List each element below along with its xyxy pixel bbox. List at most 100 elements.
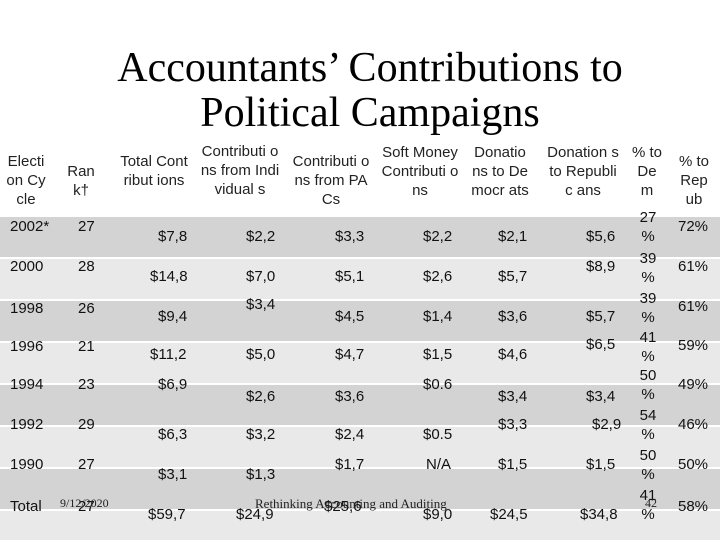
cell-individual: $7,0 [246,268,276,285]
table-row [0,301,720,341]
table-row [0,427,720,467]
cell-soft-money: $9,0 [423,506,453,523]
cell-pacs: $2,4 [335,426,365,443]
cell-total: $9,4 [158,308,188,325]
header-rank: Ran k† [67,163,95,199]
cell-democrats: $3,3 [498,416,528,433]
cell-total: $14,8 [150,268,188,285]
cell-rank: 27 [78,218,95,235]
cell-individual: $1,3 [246,466,276,483]
cell-individual: $24,9 [236,506,274,523]
footer-date: 9/12/2020 [60,496,109,510]
table-row [0,385,720,425]
cell-cycle: 2002* [10,218,50,235]
cell-total: $6,9 [158,376,188,393]
cell-rank: 27 [78,456,95,473]
cell-soft-money: $2,2 [423,228,453,245]
header-donations-republicans: Donation s to Republic ans [547,144,619,199]
cell-pct-rep: 50% [678,456,709,473]
contributions-table: Electi on Cycle Ran k† Total Contribut i… [0,140,720,540]
cell-individual: $3,4 [246,296,276,313]
cell-pct-dem: 50 % [639,367,657,403]
cell-democrats: $1,5 [498,456,528,473]
cell-democrats: $2,1 [498,228,528,245]
cell-cycle: 1994 [10,376,44,393]
cell-individual: $2,6 [246,388,276,405]
cell-pct-dem: 54 % [639,407,657,443]
cell-democrats: $24,5 [490,506,528,523]
table-row [0,259,720,299]
cell-individual: $2,2 [246,228,276,245]
cell-republicans: $8,9 [586,258,616,275]
cell-pacs: $4,5 [335,308,365,325]
cell-total: $59,7 [148,506,186,523]
header-total-contributions: Total Contribut ions [120,153,188,189]
header-soft-money: Soft Money Contributi ons [381,144,459,199]
cell-total: $6,3 [158,426,188,443]
cell-pct-rep: 46% [678,416,709,433]
cell-pacs: $4,7 [335,346,365,363]
cell-total: $3,1 [158,466,188,483]
cell-rank: 23 [78,376,95,393]
cell-rank: 29 [78,416,95,433]
cell-pct-dem: 27 % [639,209,657,245]
cell-pct-rep: 72% [678,218,709,235]
cell-democrats: $4,6 [498,346,528,363]
cell-republicans: $34,8 [580,506,618,523]
cell-pct-rep: 61% [678,258,709,275]
cell-soft-money: $0.5 [423,426,453,443]
cell-rank: 27 [78,498,95,515]
cell-soft-money: $0.6 [423,376,453,393]
cell-total: $11,2 [150,346,187,363]
cell-pacs: $25,6 [324,498,362,515]
cell-pct-rep: 61% [678,298,709,315]
header-pct-dem: % to De m [632,144,662,199]
cell-rank: 28 [78,258,95,275]
cell-pacs: $1,7 [335,456,365,473]
cell-cycle: 1992 [10,416,44,433]
cell-cycle: 2000 [10,258,44,275]
cell-cycle: Total [10,498,42,515]
cell-individual: $5,0 [246,346,276,363]
cell-democrats: $3,6 [498,308,528,325]
cell-pct-rep: 58% [678,498,709,515]
cell-cycle: 1996 [10,338,44,355]
footer-title: Rethinking Accounting and Auditing [255,496,447,511]
cell-pct-dem: 41 % [639,329,657,365]
table-row [0,511,720,540]
cell-democrats: $5,7 [498,268,528,285]
cell-soft-money: $1,5 [423,346,453,363]
cell-republicans: $1,5 [586,456,616,473]
header-pct-rep: % to Rep ub [678,153,709,208]
cell-pct-dem: 41 % [639,487,657,523]
cell-individual: $3,2 [246,426,276,443]
cell-rank: 21 [78,338,95,355]
cell-pct-dem: 39 % [639,250,657,286]
cell-pct-dem: 39 % [639,290,657,326]
page-number: 42 [645,496,657,510]
cell-soft-money: $1,4 [423,308,453,325]
header-pac-contributions: Contributi ons from PACs [292,153,370,208]
cell-pacs: $3,3 [335,228,365,245]
cell-cycle: 1990 [10,456,44,473]
cell-total: $7,8 [158,228,188,245]
table-row [0,217,720,257]
cell-republicans: $5,6 [586,228,616,245]
header-individual-contributions: Contributi ons from Individual s [200,143,280,198]
cell-republicans: $2,9 [592,416,622,433]
cell-democrats: $3,4 [498,388,528,405]
cell-pct-dem: 50 % [639,447,657,483]
cell-pacs: $3,6 [335,388,365,405]
table-row [0,469,720,509]
table-row [0,343,720,383]
cell-pct-rep: 59% [678,337,709,354]
cell-soft-money: $2,6 [423,268,453,285]
cell-republicans: $5,7 [586,308,616,325]
header-donations-democrats: Donatio ns to Democr ats [471,144,529,199]
cell-cycle: 1998 [10,300,44,317]
cell-pct-rep: 49% [678,376,709,393]
cell-rank: 26 [78,300,95,317]
header-election-cycle: Electi on Cycle [6,153,46,208]
cell-republicans: $6,5 [586,336,616,353]
slide-title: Accountants’ Contributions to Political … [117,45,623,136]
